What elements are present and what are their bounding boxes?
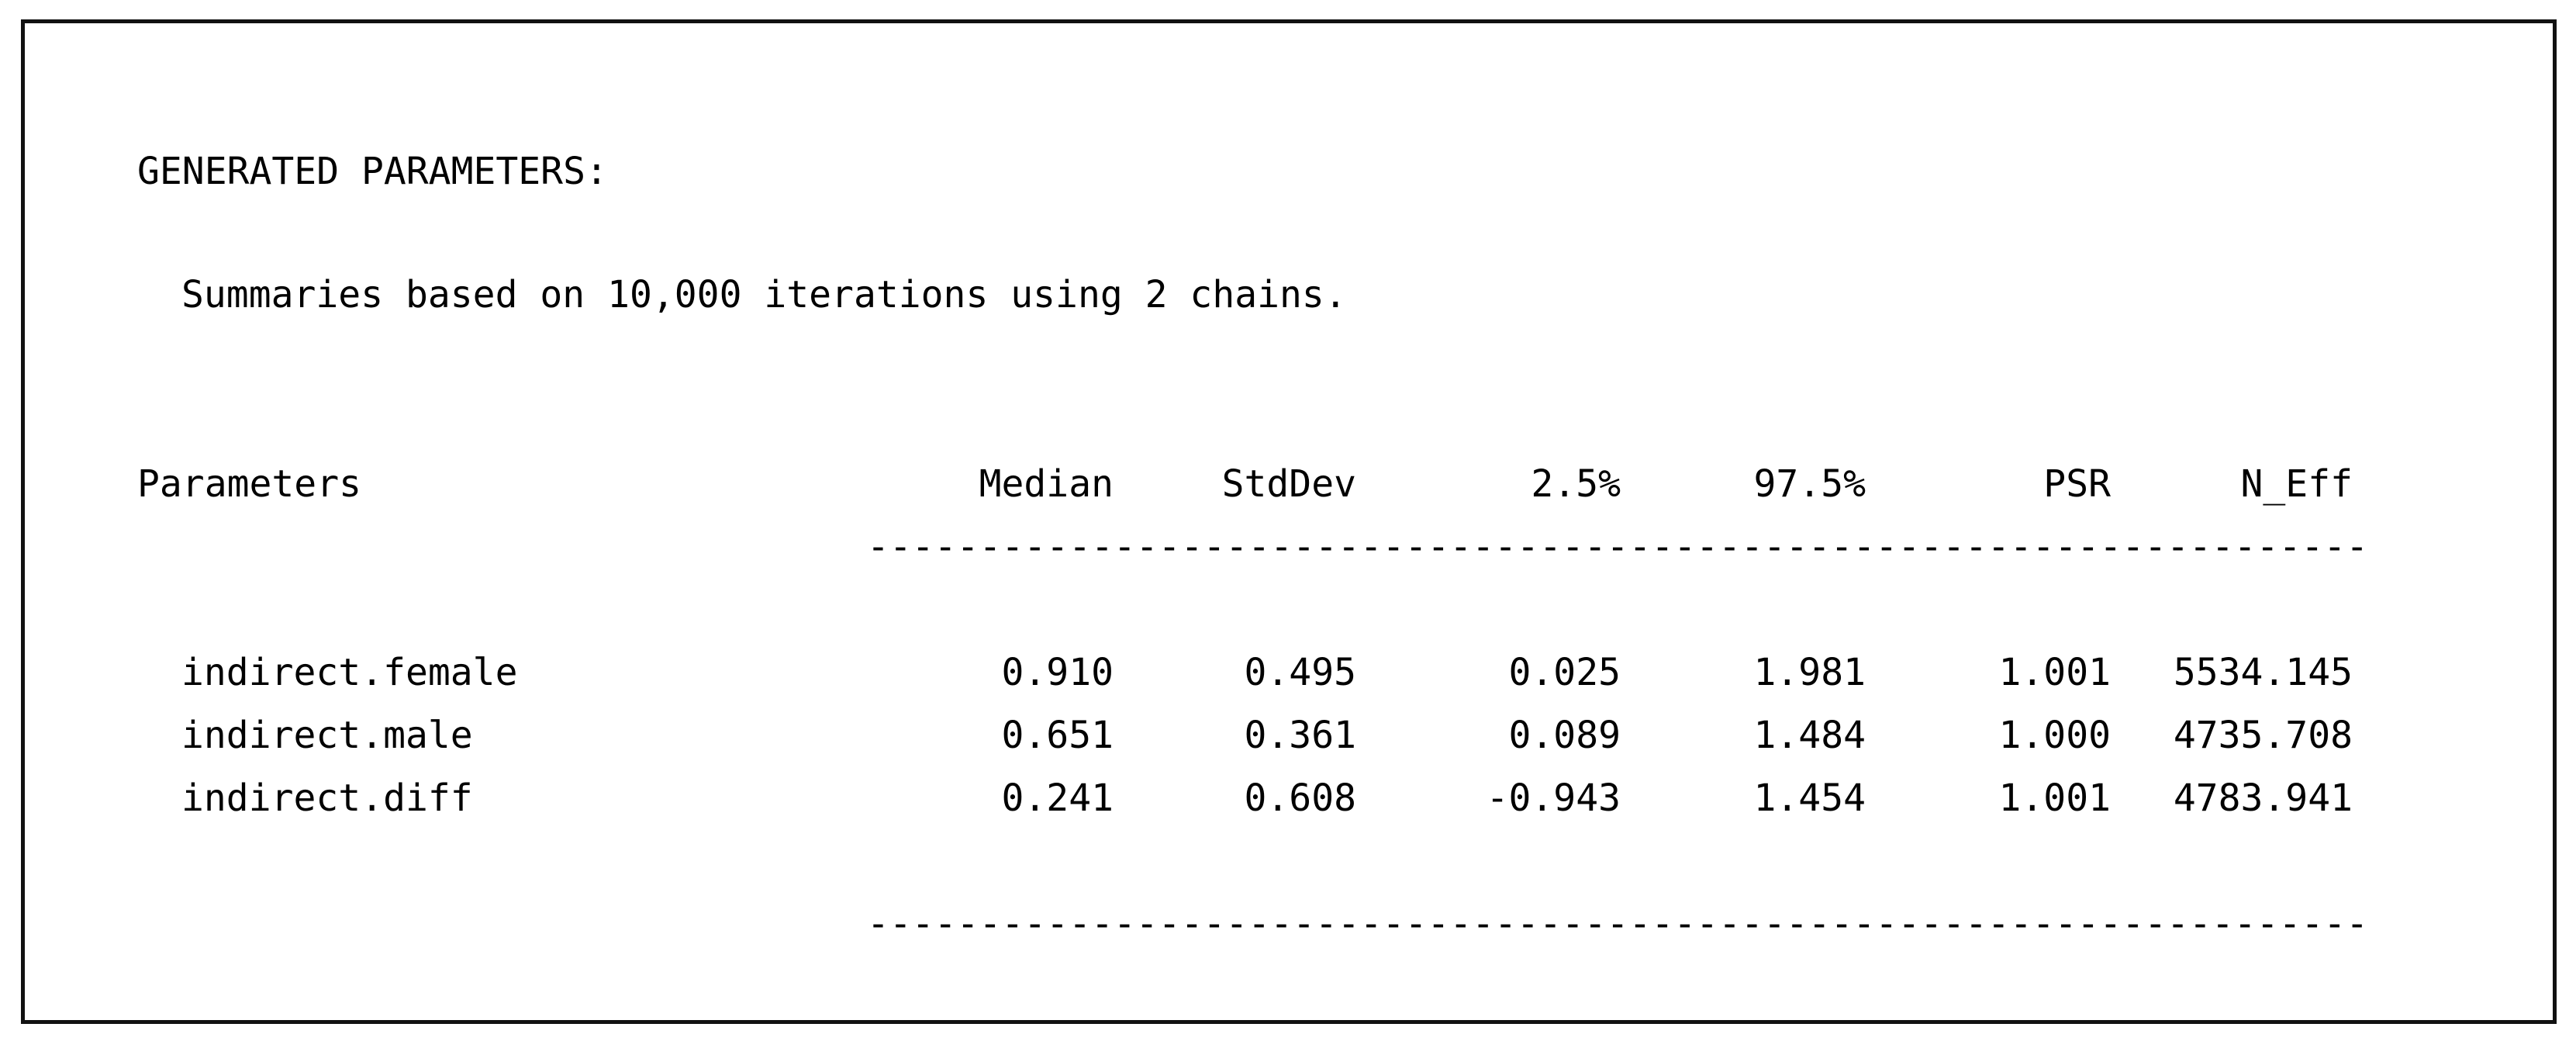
column-header-upper-ci: 97.5% — [1753, 462, 1866, 506]
value-cell-psr: 1.001 — [1998, 651, 2112, 694]
param-name-cell: indirect.male — [181, 714, 473, 757]
value-cell-median: 0.241 — [1001, 776, 1114, 820]
param-name-cell: indirect.female — [181, 651, 518, 694]
value-cell-neff: 4783.941 — [2173, 776, 2353, 820]
table-header-row: Parameters Median StdDev 2.5% 97.5% PSR … — [25, 453, 2576, 516]
table-row: indirect.female 0.910 0.495 0.025 1.981 … — [25, 642, 2576, 704]
value-cell-upper-ci: 1.484 — [1753, 714, 1866, 757]
output-subtitle: Summaries based on 10,000 iterations usi… — [181, 273, 1347, 316]
value-cell-stddev: 0.495 — [1244, 651, 1357, 694]
value-cell-upper-ci: 1.454 — [1753, 776, 1866, 820]
separator-line-top: ----------------------------------------… — [867, 525, 2369, 569]
separator-line-bottom: ----------------------------------------… — [867, 902, 2369, 946]
value-cell-lower-ci: 0.025 — [1508, 651, 1621, 694]
table-row: indirect.male 0.651 0.361 0.089 1.484 1.… — [25, 704, 2576, 767]
column-header-median: Median — [979, 462, 1114, 506]
value-cell-neff: 5534.145 — [2173, 651, 2353, 694]
value-cell-median: 0.651 — [1001, 714, 1114, 757]
output-title: GENERATED PARAMETERS: — [137, 150, 608, 193]
value-cell-stddev: 0.361 — [1244, 714, 1357, 757]
output-frame: GENERATED PARAMETERS: Summaries based on… — [21, 19, 2557, 1024]
value-cell-psr: 1.000 — [1998, 714, 2112, 757]
value-cell-stddev: 0.608 — [1244, 776, 1357, 820]
value-cell-lower-ci: 0.089 — [1508, 714, 1621, 757]
column-header-psr: PSR — [2043, 462, 2111, 506]
value-cell-psr: 1.001 — [1998, 776, 2112, 820]
column-header-stddev: StdDev — [1221, 462, 1356, 506]
table-row: indirect.diff 0.241 0.608 -0.943 1.454 1… — [25, 767, 2576, 830]
column-header-lower-ci: 2.5% — [1531, 462, 1621, 506]
value-cell-upper-ci: 1.981 — [1753, 651, 1866, 694]
param-name-cell: indirect.diff — [181, 776, 473, 820]
value-cell-neff: 4735.708 — [2173, 714, 2353, 757]
value-cell-median: 0.910 — [1001, 651, 1114, 694]
value-cell-lower-ci: -0.943 — [1486, 776, 1621, 820]
column-header-neff: N_Eff — [2240, 462, 2353, 506]
column-header-parameters: Parameters — [137, 462, 361, 506]
